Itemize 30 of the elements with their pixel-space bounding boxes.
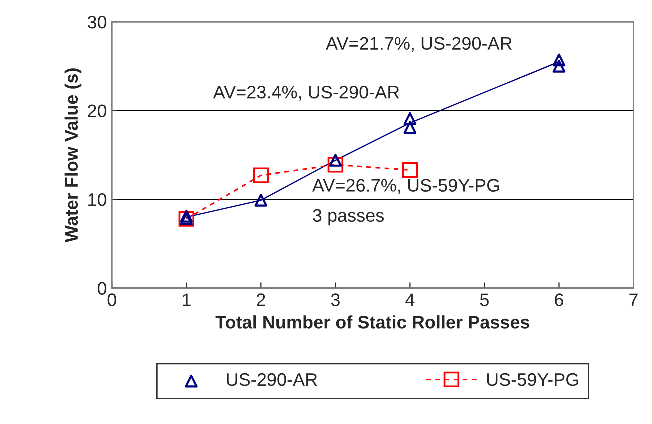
x-tick-label: 2: [257, 294, 266, 306]
x-axis-title: Total Number of Static Roller Passes: [216, 316, 530, 329]
x-tick-label: 3: [331, 294, 340, 306]
legend-label: US-59Y-PG: [487, 373, 578, 386]
annotation: 3 passes: [313, 209, 384, 226]
annotation: AV=26.7%, US-59Y-PG: [312, 179, 500, 194]
y-tick-label: 30: [88, 16, 107, 29]
x-tick-label: 5: [480, 294, 489, 306]
annotation: AV=21.7%, US-290-AR: [326, 37, 512, 52]
y-tick-label: 20: [88, 104, 107, 118]
x-tick-label: 1: [183, 294, 191, 306]
x-tick-label: 7: [630, 294, 638, 306]
point: [180, 210, 194, 223]
point: [404, 112, 417, 126]
y-axis-title: Water Flow Value (s): [64, 68, 82, 243]
point: [404, 121, 417, 134]
x-tick-label: 6: [555, 294, 564, 306]
y-tick-label: 0: [98, 282, 107, 296]
y-tick-label: 10: [88, 193, 107, 206]
annotation: AV=23.4%, US-290-AR: [213, 86, 400, 101]
point: [328, 157, 344, 173]
point: [254, 194, 268, 207]
x-tick-label: 0: [108, 294, 116, 306]
point: [329, 154, 342, 167]
point: [253, 168, 270, 184]
point: [552, 54, 566, 67]
point: [552, 60, 566, 73]
x-tick-label: 4: [406, 294, 415, 306]
point: [402, 162, 418, 178]
legend-label: US-290-AR: [227, 373, 318, 386]
